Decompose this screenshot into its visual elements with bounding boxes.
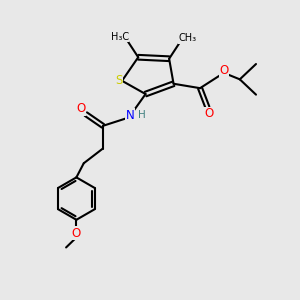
Text: O: O: [204, 107, 213, 120]
Text: S: S: [115, 74, 122, 87]
Text: O: O: [220, 64, 229, 77]
Text: O: O: [72, 227, 81, 240]
Text: O: O: [76, 102, 85, 115]
Text: H₃C: H₃C: [111, 32, 129, 42]
Text: CH₃: CH₃: [178, 33, 197, 43]
Text: N: N: [126, 109, 134, 122]
Text: H: H: [138, 110, 146, 120]
